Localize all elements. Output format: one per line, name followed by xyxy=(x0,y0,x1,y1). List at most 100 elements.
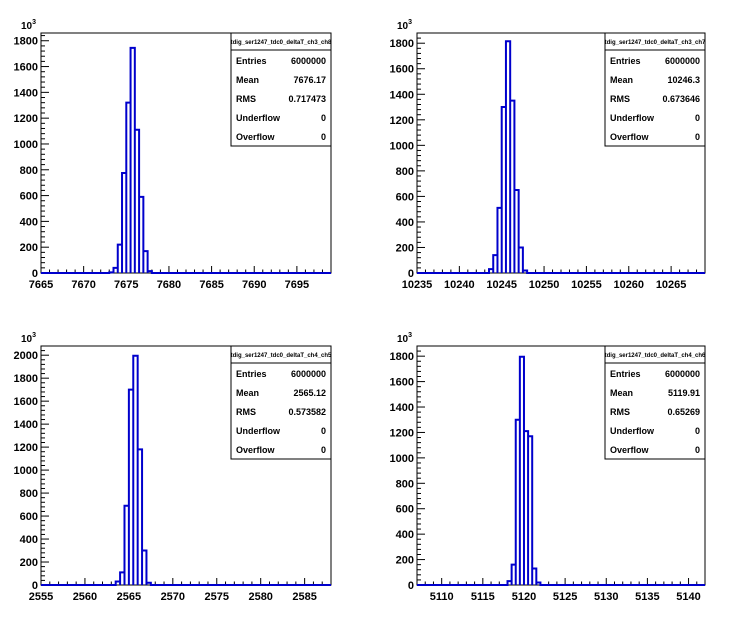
x-tick-label: 2560 xyxy=(73,591,97,603)
x-tick-label: 10260 xyxy=(613,279,644,291)
stats-row-label: Underflow xyxy=(236,113,281,123)
x-tick-label: 2585 xyxy=(292,591,316,603)
y-tick-label: 0 xyxy=(408,268,414,280)
x-tick-label: 7685 xyxy=(199,279,223,291)
histogram-bin xyxy=(508,581,512,585)
histogram-bin xyxy=(510,101,514,273)
stats-row-label: Entries xyxy=(236,56,267,66)
histogram-bin xyxy=(502,107,506,273)
x-tick-label: 10245 xyxy=(486,279,517,291)
stats-title: tdig_ser1247_tdc0_deltaT_ch3_ch7 xyxy=(605,40,706,46)
x-tick-label: 10240 xyxy=(444,279,475,291)
y-tick-label: 200 xyxy=(396,242,414,254)
histogram-line xyxy=(41,46,331,274)
histogram-bin xyxy=(143,251,147,273)
histogram-bin xyxy=(497,208,501,273)
histogram-bin xyxy=(524,431,528,585)
histogram-bin xyxy=(148,271,152,273)
histogram-bin xyxy=(118,245,122,273)
x-tick-label: 5120 xyxy=(512,591,536,603)
y-tick-label: 1400 xyxy=(14,419,38,431)
stats-row-label: Overflow xyxy=(236,132,276,142)
stats-row-value: 2565.12 xyxy=(293,388,326,398)
histogram-bin xyxy=(135,130,139,273)
x-tick-label: 5130 xyxy=(594,591,618,603)
stats-row-value: 6000000 xyxy=(665,56,700,66)
stats-row-label: RMS xyxy=(236,407,256,417)
stats-row-value: 6000000 xyxy=(291,369,326,379)
y-tick-label: 600 xyxy=(396,191,414,203)
y-tick-label: 1200 xyxy=(390,427,414,439)
exponent-base: 10 xyxy=(397,21,409,32)
histogram-bin xyxy=(489,269,493,273)
histogram-panel: 5110 5115 5120 5125 5130 5135 5140 0 200 400 600 80… xyxy=(390,332,707,603)
y-tick-label: 200 xyxy=(396,555,414,567)
histogram-bin xyxy=(536,582,540,585)
histogram-bin xyxy=(516,420,520,585)
stats-row-label: Mean xyxy=(236,75,259,85)
stats-box xyxy=(604,32,706,147)
stats-row-value: 0 xyxy=(321,113,326,123)
histogram-line xyxy=(417,40,705,274)
y-tick-label: 800 xyxy=(20,488,38,500)
stats-row-label: Mean xyxy=(236,388,259,398)
y-tick-label: 600 xyxy=(20,191,38,203)
stats-row-value: 0 xyxy=(695,445,700,455)
y-tick-label: 1000 xyxy=(14,139,38,151)
histogram-bin xyxy=(129,390,133,585)
stats-row-label: Overflow xyxy=(610,132,650,142)
stats-row-value: 0 xyxy=(321,445,326,455)
histogram-bin xyxy=(514,190,518,273)
stats-box xyxy=(604,345,706,460)
x-tick-label: 10250 xyxy=(529,279,560,291)
histogram-panel: 10235 10240 10245 10250 10255 10260 10265 0 200 4… xyxy=(390,19,707,291)
y-tick-label: 1600 xyxy=(390,377,414,389)
histogram-bin xyxy=(493,255,497,273)
y-tick-label: 1600 xyxy=(14,62,38,74)
histogram-bin xyxy=(519,247,523,273)
y-tick-label: 1200 xyxy=(14,113,38,125)
y-tick-label: 1000 xyxy=(390,453,414,465)
stats-row-label: Underflow xyxy=(610,426,655,436)
stats-title: tdig_ser1247_tdc0_deltaT_ch4_ch6 xyxy=(605,353,706,359)
exponent-base: 10 xyxy=(21,334,33,345)
stats-row-value: 7676.17 xyxy=(293,75,326,85)
y-tick-label: 400 xyxy=(396,217,414,229)
x-tick-label: 10255 xyxy=(571,279,602,291)
y-tick-label: 0 xyxy=(32,580,38,592)
stats-row-label: Entries xyxy=(610,369,641,379)
histogram-bin xyxy=(506,41,510,273)
exponent-power: 3 xyxy=(408,19,412,26)
histogram-bin xyxy=(146,583,150,585)
x-tick-label: 2555 xyxy=(29,591,53,603)
histogram-panel: 2555 2560 2565 2570 2575 2580 2585 0 200 400 600 80… xyxy=(14,332,333,603)
x-tick-label: 2570 xyxy=(161,591,185,603)
stats-row-value: 6000000 xyxy=(291,56,326,66)
histogram-bin xyxy=(131,48,135,273)
histogram-bin xyxy=(126,103,130,273)
stats-title: tdig_ser1247_tdc0_deltaT_ch4_ch5 xyxy=(231,353,332,359)
stats-title: tdig_ser1247_tdc0_deltaT_ch3_ch8 xyxy=(231,40,332,46)
histogram-bin xyxy=(109,272,113,273)
histogram-bin xyxy=(138,449,142,585)
x-tick-label: 7695 xyxy=(285,279,309,291)
stats-row-value: 0 xyxy=(695,132,700,142)
stats-row-label: RMS xyxy=(610,94,630,104)
y-exponent-label: 103 xyxy=(21,19,36,32)
stats-row-label: Underflow xyxy=(610,113,655,123)
y-tick-label: 1600 xyxy=(390,64,414,76)
y-tick-label: 1400 xyxy=(390,402,414,414)
y-tick-label: 1000 xyxy=(390,140,414,152)
stats-row-value: 0.573582 xyxy=(288,407,326,417)
y-tick-label: 400 xyxy=(20,534,38,546)
stats-row-value: 0.717473 xyxy=(288,94,326,104)
stats-row-label: Overflow xyxy=(236,445,276,455)
x-tick-label: 5115 xyxy=(471,591,495,603)
exponent-power: 3 xyxy=(408,332,412,339)
histogram-bin xyxy=(133,356,137,585)
histogram-bin xyxy=(523,270,527,273)
stats-row-value: 0 xyxy=(321,426,326,436)
stats-box xyxy=(230,32,332,147)
y-tick-label: 1800 xyxy=(14,36,38,48)
y-tick-label: 600 xyxy=(20,511,38,523)
